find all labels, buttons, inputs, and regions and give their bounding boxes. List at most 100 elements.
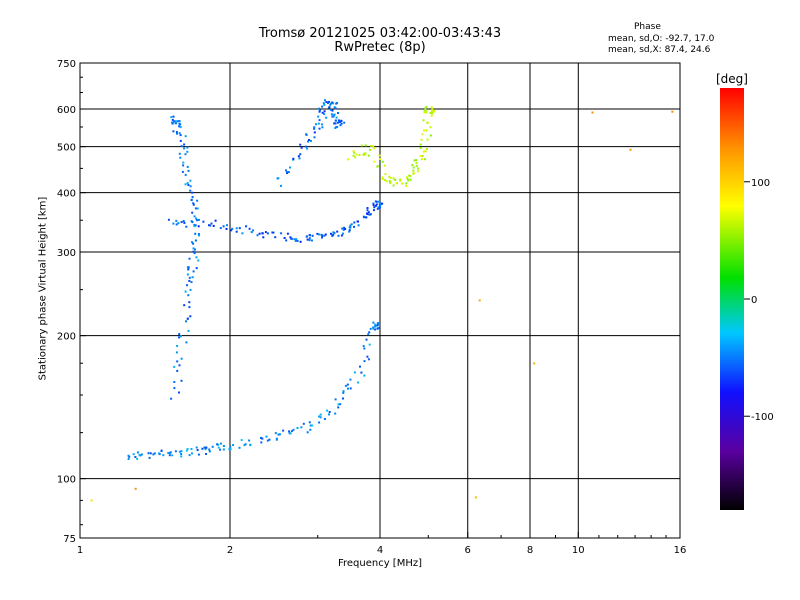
data-point: [412, 172, 415, 175]
data-point: [175, 131, 178, 133]
data-point: [342, 228, 345, 231]
data-point: [222, 445, 225, 447]
data-point: [335, 126, 338, 129]
data-point: [318, 415, 321, 418]
data-point: [191, 191, 194, 194]
data-point: [196, 449, 199, 451]
data-point: [629, 148, 632, 151]
data-point: [405, 184, 408, 187]
data-point: [337, 119, 340, 122]
data-point: [192, 242, 195, 245]
data-point: [425, 129, 428, 132]
data-point: [187, 268, 190, 271]
data-point: [180, 357, 183, 360]
data-point: [171, 122, 174, 125]
data-point: [205, 446, 208, 449]
data-point: [274, 236, 277, 239]
data-point: [321, 123, 324, 126]
data-point: [189, 315, 192, 318]
data-point: [343, 121, 346, 124]
data-point: [192, 247, 195, 250]
data-point: [185, 341, 188, 344]
data-point: [167, 452, 170, 454]
data-point: [591, 111, 594, 114]
phase-heading: Phase: [634, 22, 661, 32]
data-point: [266, 232, 269, 235]
data-point: [363, 360, 366, 363]
data-point: [409, 178, 412, 181]
data-point: [192, 203, 195, 206]
data-point: [330, 113, 333, 116]
data-point: [328, 411, 331, 413]
data-point: [245, 225, 248, 228]
data-point: [360, 144, 363, 147]
data-point: [318, 110, 321, 113]
data-point: [389, 181, 392, 184]
data-point: [170, 397, 173, 400]
data-point: [395, 182, 398, 185]
data-point: [168, 454, 171, 457]
data-point: [191, 276, 194, 279]
data-point: [309, 428, 312, 431]
data-point: [377, 206, 380, 209]
data-point: [184, 183, 187, 186]
data-point: [357, 220, 359, 223]
y-tick-label: 75: [63, 534, 76, 545]
data-point: [360, 371, 363, 374]
data-point: [367, 154, 370, 157]
data-point: [178, 152, 181, 155]
data-point: [296, 427, 299, 429]
data-point: [179, 126, 182, 129]
data-point: [176, 344, 179, 347]
colorbar-tick-label: -100: [751, 412, 774, 423]
data-point: [168, 451, 171, 454]
data-point: [385, 180, 388, 183]
data-point: [248, 439, 251, 442]
data-point: [432, 109, 435, 112]
data-point: [208, 450, 211, 453]
data-point: [293, 238, 296, 241]
data-point: [381, 176, 384, 179]
data-point: [327, 101, 329, 104]
data-point: [178, 132, 181, 135]
data-point: [309, 424, 312, 427]
data-point: [230, 229, 233, 232]
data-point: [184, 173, 187, 176]
x-tick-label: 6: [465, 545, 471, 556]
data-point: [342, 397, 344, 400]
data-point: [186, 150, 189, 153]
data-point: [384, 179, 386, 182]
data-point: [222, 448, 225, 451]
data-point: [394, 178, 397, 181]
data-point: [235, 230, 238, 233]
data-point: [192, 270, 195, 273]
data-point: [136, 451, 139, 454]
data-point: [188, 306, 191, 309]
data-point: [335, 116, 338, 119]
phase-o-stats: mean, sd,O: -92.7, 17.0: [608, 34, 715, 44]
data-point: [378, 154, 381, 157]
data-point: [349, 224, 352, 227]
data-point: [370, 145, 373, 147]
data-point: [191, 196, 194, 199]
data-point: [392, 177, 395, 180]
data-point: [377, 322, 380, 325]
data-point: [160, 449, 163, 452]
data-point: [383, 164, 386, 167]
data-point: [334, 107, 337, 110]
data-point: [174, 450, 177, 453]
data-point: [313, 127, 316, 130]
data-point: [186, 448, 189, 450]
colorbar: [720, 88, 744, 510]
data-point: [194, 224, 197, 227]
data-point: [328, 106, 331, 109]
data-point: [308, 234, 311, 237]
data-point: [194, 207, 197, 210]
data-point: [367, 333, 370, 336]
data-point: [429, 112, 432, 114]
data-point: [366, 207, 369, 209]
data-point: [417, 167, 420, 170]
data-point: [424, 110, 427, 113]
data-point: [280, 232, 283, 235]
data-point: [277, 433, 280, 436]
